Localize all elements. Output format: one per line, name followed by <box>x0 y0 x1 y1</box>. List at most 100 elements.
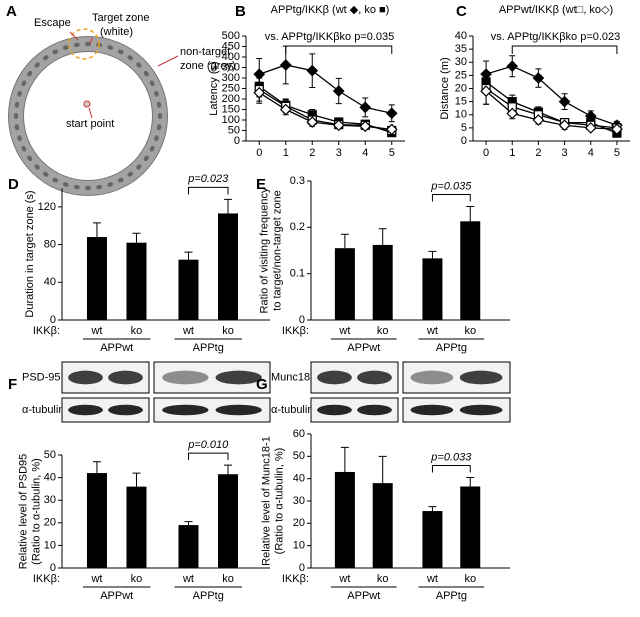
x-tick-label: ko <box>222 325 234 337</box>
x-tick-label: wt <box>182 573 194 585</box>
x-tick-label: wt <box>338 573 350 585</box>
target-zone <box>68 28 100 60</box>
bar <box>218 474 238 568</box>
error-bar <box>378 455 387 484</box>
dot <box>42 55 49 61</box>
y-tick-label: 60 <box>293 428 305 440</box>
x-tick-label: 4 <box>362 147 368 159</box>
dot <box>62 45 69 50</box>
error-bar <box>184 521 193 526</box>
y-tick-label: 20 <box>44 517 56 529</box>
y-tick-label: 200 <box>222 93 240 105</box>
dot <box>117 177 124 183</box>
pointer <box>89 37 93 45</box>
y-tick-label: 0 <box>461 135 467 147</box>
marker <box>558 95 571 108</box>
y-tick-label: 30 <box>455 56 467 68</box>
blot-label: PSD-95 <box>22 371 61 383</box>
marker <box>253 68 266 81</box>
label: Escape <box>34 17 71 29</box>
dot <box>117 49 124 55</box>
group-label: APPtg <box>436 590 467 602</box>
x-tick-label: 3 <box>336 147 342 159</box>
dot <box>52 49 59 55</box>
group-label: APPwt <box>347 342 380 354</box>
bar <box>334 471 355 568</box>
dot <box>27 70 33 77</box>
x-tick-label: 5 <box>389 147 395 159</box>
y-tick-label: 0 <box>299 314 305 326</box>
marker <box>306 116 319 128</box>
x-tick-label: 1 <box>509 147 515 159</box>
dot <box>85 41 91 47</box>
bar <box>460 221 481 320</box>
y-tick-label: 0 <box>50 562 56 574</box>
blot-band <box>317 404 352 416</box>
series-line <box>485 65 618 126</box>
marker <box>306 64 319 77</box>
y-axis-label: Duration in target zone (s) <box>24 190 36 317</box>
label: Target zone <box>92 12 149 24</box>
bar <box>372 483 393 568</box>
dot <box>143 70 149 77</box>
y-tick-label: 120 <box>38 201 56 213</box>
bar <box>126 486 147 568</box>
x-tick-label: ko <box>377 573 389 585</box>
error-bar <box>428 506 437 512</box>
y-tick-label: 10 <box>293 540 305 552</box>
label: (white) <box>100 26 133 38</box>
error-bar <box>340 233 349 249</box>
dot <box>107 182 114 187</box>
marker <box>332 119 345 132</box>
y-axis-label: Ratio of visiting frequency <box>258 187 270 313</box>
bar <box>334 248 355 320</box>
row-label: IKKβ: <box>282 325 309 337</box>
dot <box>52 177 59 183</box>
x-tick-label: ko <box>464 573 476 585</box>
error-bar <box>92 222 101 238</box>
label: non-target <box>180 46 230 58</box>
blot-label: α-tubulin <box>22 404 64 416</box>
x-tick-label: wt <box>426 573 438 585</box>
marker <box>332 85 345 97</box>
blot-band <box>410 404 454 416</box>
marker <box>385 107 398 120</box>
dot <box>107 45 114 50</box>
dot <box>73 42 80 48</box>
error-bar <box>428 250 437 259</box>
y-tick-label: 15 <box>455 96 467 108</box>
group-label: APPtg <box>436 342 467 354</box>
blot-band <box>162 404 209 416</box>
y-tick-label: 50 <box>293 450 305 462</box>
panel-letter: B <box>235 3 246 20</box>
bracket <box>187 186 229 195</box>
dot <box>157 113 163 119</box>
dot <box>21 80 27 87</box>
error-bar <box>132 232 141 243</box>
blot-band <box>68 370 103 385</box>
x-tick-label: 3 <box>562 147 568 159</box>
panel-letter: F <box>8 376 17 393</box>
y-tick-label: 10 <box>44 539 56 551</box>
row-label: IKKβ: <box>282 573 309 585</box>
y-tick-label: 0.3 <box>290 175 305 187</box>
blot-band <box>317 370 352 385</box>
y-tick-label: 40 <box>293 473 305 485</box>
blot-band <box>459 404 503 416</box>
y-tick-label: 40 <box>455 30 467 42</box>
blot-label: Munc18-1 <box>271 371 320 383</box>
x-tick-label: ko <box>131 325 143 337</box>
marker <box>279 59 292 71</box>
dot <box>13 113 19 119</box>
error-bar <box>340 446 349 472</box>
y-tick-label: 350 <box>222 61 240 73</box>
y-axis-label: to target/non-target zone <box>271 190 283 310</box>
x-tick-label: 0 <box>483 147 489 159</box>
marker <box>385 123 398 136</box>
y-tick-label: 0 <box>299 562 305 574</box>
marker <box>532 72 545 84</box>
dot <box>96 184 103 190</box>
dot <box>149 80 155 87</box>
panel-letter: A <box>6 3 17 20</box>
